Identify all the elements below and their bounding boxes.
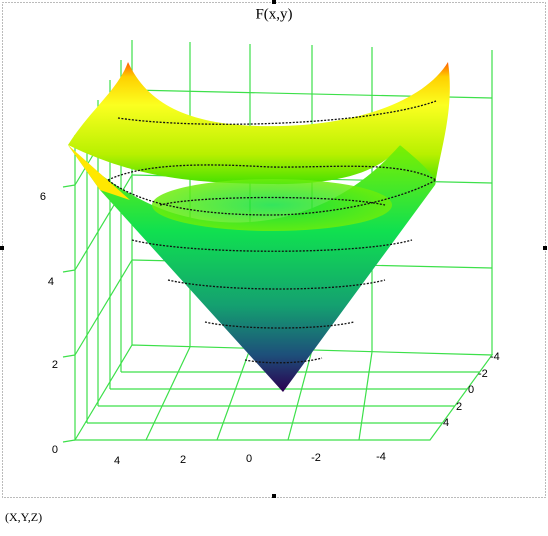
z-tick-label: 6 bbox=[40, 191, 46, 203]
tick-labels: 0 2 4 6 4 2 0 -2 -4 -4 -2 0 2 4 bbox=[40, 191, 500, 467]
z-tick-label: 0 bbox=[52, 444, 58, 456]
y-tick-label: 4 bbox=[443, 417, 449, 429]
y-tick-label: -4 bbox=[490, 351, 500, 363]
x-tick-label: -2 bbox=[311, 452, 321, 464]
z-tick-label: 2 bbox=[52, 359, 58, 371]
x-tick-label: 2 bbox=[180, 454, 186, 466]
z-tick-label: 4 bbox=[48, 276, 54, 288]
y-tick-label: 0 bbox=[468, 384, 474, 396]
plot-title: F(x,y) bbox=[255, 6, 292, 22]
resize-handles bbox=[0, 0, 547, 498]
x-tick-label: -4 bbox=[376, 451, 386, 463]
y-tick-label: -2 bbox=[478, 368, 488, 380]
y-tick-label: 2 bbox=[456, 401, 462, 413]
x-tick-label: 0 bbox=[246, 453, 252, 465]
plot-caption: (X,Y,Z) bbox=[5, 510, 42, 524]
x-tick-label: 4 bbox=[114, 455, 120, 467]
surface bbox=[68, 62, 450, 392]
